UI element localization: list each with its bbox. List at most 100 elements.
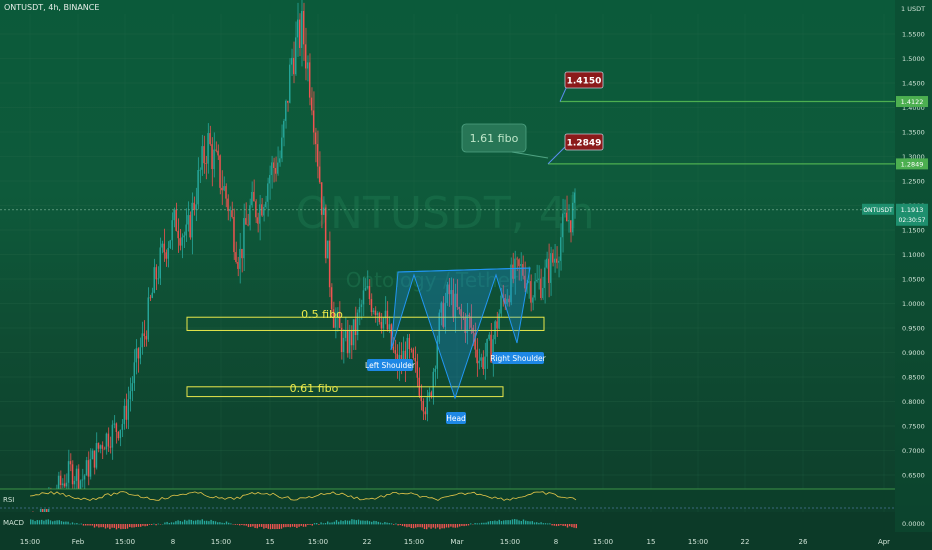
candle (520, 264, 522, 267)
macd-bar (443, 524, 445, 529)
macd-bar (63, 521, 65, 525)
candle (293, 57, 295, 75)
macd-bar (212, 520, 214, 525)
macd-bar (155, 524, 157, 526)
macd-bar (177, 520, 179, 525)
candle (348, 329, 351, 354)
candle (137, 348, 139, 359)
macd-bar (503, 520, 505, 525)
candle (201, 146, 203, 170)
candle (127, 399, 130, 420)
macd-bar (146, 524, 148, 526)
rsi-label: RSI (3, 496, 14, 504)
candle (183, 235, 185, 238)
watermark-symbol: ONTUSDT, 4h (295, 188, 594, 239)
macd-bar (201, 519, 203, 525)
candle (253, 191, 255, 202)
macd-bar (492, 521, 494, 525)
time-axis-bg (0, 532, 932, 550)
macd-bar (437, 524, 439, 528)
macd-bar (256, 524, 258, 529)
candle (496, 321, 498, 329)
macd-bar (542, 523, 544, 525)
candle (61, 483, 64, 486)
candle (269, 175, 271, 184)
candle (326, 240, 329, 259)
candle (408, 337, 410, 350)
macd-bar (278, 524, 280, 529)
macd-bar (454, 524, 456, 528)
macd-bar (406, 524, 408, 528)
macd-bar (393, 524, 395, 525)
candle (291, 57, 293, 65)
price-tick: 1.5000 (902, 55, 925, 63)
target-2-pointer (547, 146, 566, 165)
macd-bar (511, 519, 514, 525)
macd-bar (340, 520, 342, 525)
macd-bar (498, 519, 500, 525)
candle (231, 210, 233, 217)
candle (143, 333, 145, 337)
candle (71, 464, 74, 485)
macd-bar (179, 521, 181, 525)
candle (259, 204, 261, 224)
symbol-tag-bg (862, 203, 894, 215)
macd-bar (430, 524, 432, 529)
macd-bar (38, 520, 41, 525)
macd-bar (483, 522, 485, 525)
candle (458, 307, 460, 310)
macd-bar (397, 524, 399, 526)
candle (257, 217, 259, 224)
macd-bar (522, 519, 525, 525)
macd-bar (494, 520, 496, 525)
candle (163, 243, 165, 253)
candle (518, 259, 520, 267)
macd-bar (467, 524, 470, 526)
macd-bar (507, 520, 509, 525)
macd-bar (137, 524, 140, 527)
candle (456, 293, 458, 308)
candle (376, 312, 379, 316)
candle (275, 167, 277, 174)
candle (524, 275, 526, 289)
candle (310, 97, 313, 111)
macd-bar (221, 522, 223, 525)
time-tick: 8 (554, 538, 558, 546)
macd-bar (399, 524, 401, 526)
macd-bar (445, 524, 448, 528)
candle (304, 44, 307, 69)
macd-bar (93, 524, 96, 528)
candle (99, 445, 102, 449)
candle (67, 461, 70, 483)
price-tick: 1.4000 (902, 104, 925, 112)
time-tick: Apr (878, 538, 890, 546)
candle (542, 287, 544, 298)
macd-bar (366, 520, 368, 525)
macd-bar (481, 522, 483, 525)
candle (342, 337, 345, 353)
macd-bar (318, 524, 320, 525)
candle (135, 348, 137, 363)
indicator-tick: 0.0000 (902, 520, 925, 528)
candle (316, 144, 319, 167)
candle (139, 347, 141, 359)
macd-bar (423, 524, 426, 530)
candle (285, 100, 287, 121)
fibo-061-zone (186, 386, 504, 398)
macd-bar (60, 521, 63, 525)
neckline (397, 267, 531, 273)
macd-bar (360, 520, 362, 525)
candle (360, 304, 363, 307)
macd-bar (324, 523, 327, 525)
candle (474, 333, 476, 350)
candle (169, 240, 171, 248)
price-tick: 0.9500 (902, 325, 925, 333)
macd-bar (54, 520, 56, 525)
candle (574, 192, 576, 203)
candle (233, 216, 235, 253)
fibo-061-label: 0.61 fibo (290, 382, 339, 395)
macd-bar (525, 520, 527, 525)
macd-bar (34, 521, 36, 525)
